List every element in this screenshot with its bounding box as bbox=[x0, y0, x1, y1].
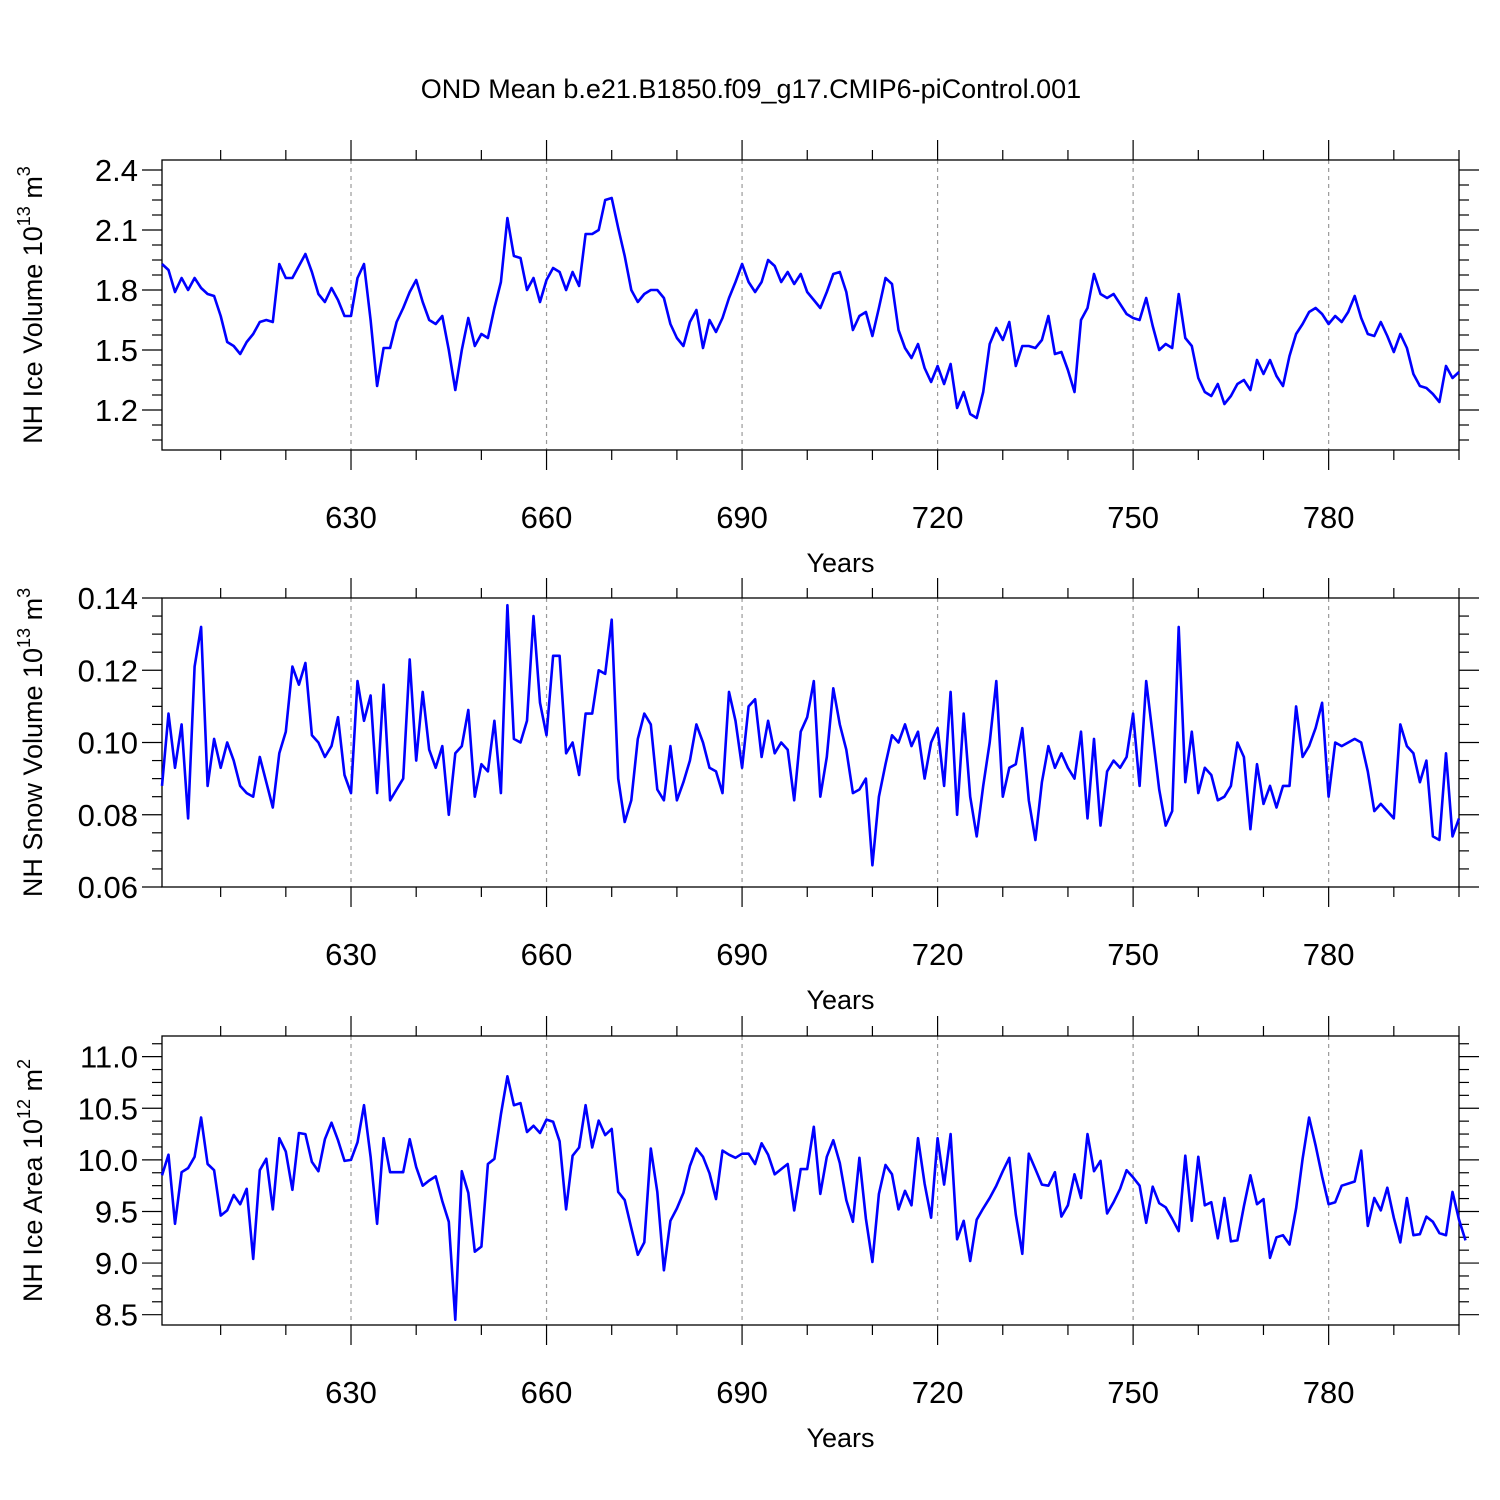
ice-area-series-line bbox=[160, 1075, 1467, 1322]
x-tick-label: 660 bbox=[521, 937, 573, 972]
y-axis-title-text: NH Snow Volume 10 bbox=[18, 648, 48, 897]
x-tick-label: 690 bbox=[716, 1375, 768, 1410]
y-axis-title: NH Ice Area 1012 m2 bbox=[14, 1059, 48, 1302]
y-axis-title-unit-exponent: 3 bbox=[14, 588, 34, 598]
plot-frame bbox=[161, 597, 1460, 888]
y-axis-title: NH Snow Volume 1013 m3 bbox=[14, 588, 48, 897]
x-tick-label: 630 bbox=[325, 937, 377, 972]
y-tick-label: 11.0 bbox=[80, 1040, 138, 1075]
y-tick-label: 0.12 bbox=[78, 653, 138, 688]
x-tick-label: 720 bbox=[912, 500, 964, 535]
y-axis-title-text: NH Ice Area 10 bbox=[18, 1119, 48, 1302]
x-tick-label: 780 bbox=[1303, 937, 1355, 972]
x-tick-label: 780 bbox=[1303, 1375, 1355, 1410]
y-tick-label: 2.4 bbox=[95, 153, 138, 188]
ice-area-panel: 630 660 690 720 750 780 8.5 9.0 9.5 10.0 10.5 11.0 Y… bbox=[14, 1016, 1479, 1453]
x-axis-title: Years bbox=[806, 1423, 874, 1453]
ice-volume-panel: 630 660 690 720 750 780 1.2 1.5 1.8 2.1 2.4 Years NH… bbox=[14, 140, 1479, 578]
x-tick-label: 690 bbox=[716, 937, 768, 972]
y-axis-title-text: NH Ice Volume 10 bbox=[18, 226, 48, 444]
y-axis-title-unit: m bbox=[18, 1069, 48, 1099]
x-tick-label: 630 bbox=[325, 1375, 377, 1410]
y-tick-label: 0.06 bbox=[78, 870, 138, 905]
x-tick-label: 690 bbox=[716, 500, 768, 535]
y-axis-title-exponent: 13 bbox=[14, 628, 34, 648]
y-tick-label: 1.5 bbox=[95, 333, 138, 368]
panels: 630 660 690 720 750 780 1.2 1.5 1.8 2.1 2.4 Years NH… bbox=[14, 140, 1479, 1453]
y-tick-label: 1.8 bbox=[95, 273, 138, 308]
x-axis-title: Years bbox=[806, 548, 874, 578]
y-tick-label: 0.14 bbox=[78, 581, 138, 616]
y-axis-title-exponent: 12 bbox=[14, 1099, 34, 1119]
x-tick-label: 780 bbox=[1303, 500, 1355, 535]
y-tick-label: 8.5 bbox=[95, 1298, 138, 1333]
y-tick-label: 10.5 bbox=[78, 1091, 138, 1126]
y-axis-title-unit: m bbox=[18, 176, 48, 206]
x-tick-label: 720 bbox=[912, 1375, 964, 1410]
x-tick-label: 750 bbox=[1107, 1375, 1159, 1410]
y-tick-label: 2.1 bbox=[95, 213, 138, 248]
ice-volume-series-line bbox=[161, 196, 1460, 420]
y-tick-label: 0.08 bbox=[78, 798, 138, 833]
plot-frame bbox=[161, 1035, 1460, 1326]
y-tick-label: 10.0 bbox=[78, 1143, 138, 1178]
plot-frame bbox=[161, 159, 1460, 451]
x-tick-label: 720 bbox=[912, 937, 964, 972]
x-tick-label: 660 bbox=[521, 500, 573, 535]
y-axis-title-unit-exponent: 2 bbox=[14, 1059, 34, 1069]
x-tick-label: 630 bbox=[325, 500, 377, 535]
y-axis-title-unit: m bbox=[18, 598, 48, 628]
y-axis-title-exponent: 13 bbox=[14, 206, 34, 226]
x-axis-title: Years bbox=[806, 985, 874, 1015]
y-axis-title: NH Ice Volume 1013 m3 bbox=[14, 166, 48, 444]
y-axis-title-unit-exponent: 3 bbox=[14, 166, 34, 176]
x-tick-label: 660 bbox=[521, 1375, 573, 1410]
snow-volume-series-line bbox=[160, 603, 1461, 867]
snow-volume-panel: 630 660 690 720 750 780 0.06 0.08 0.10 0.12 0.14 Ye… bbox=[14, 578, 1479, 1015]
y-tick-label: 0.10 bbox=[78, 726, 138, 761]
x-tick-label: 750 bbox=[1107, 937, 1159, 972]
y-tick-label: 1.2 bbox=[95, 393, 138, 428]
y-tick-label: 9.5 bbox=[95, 1194, 138, 1229]
x-tick-label: 750 bbox=[1107, 500, 1159, 535]
chart-title: OND Mean b.e21.B1850.f09_g17.CMIP6-piCon… bbox=[421, 74, 1081, 104]
y-tick-label: 9.0 bbox=[95, 1246, 138, 1281]
